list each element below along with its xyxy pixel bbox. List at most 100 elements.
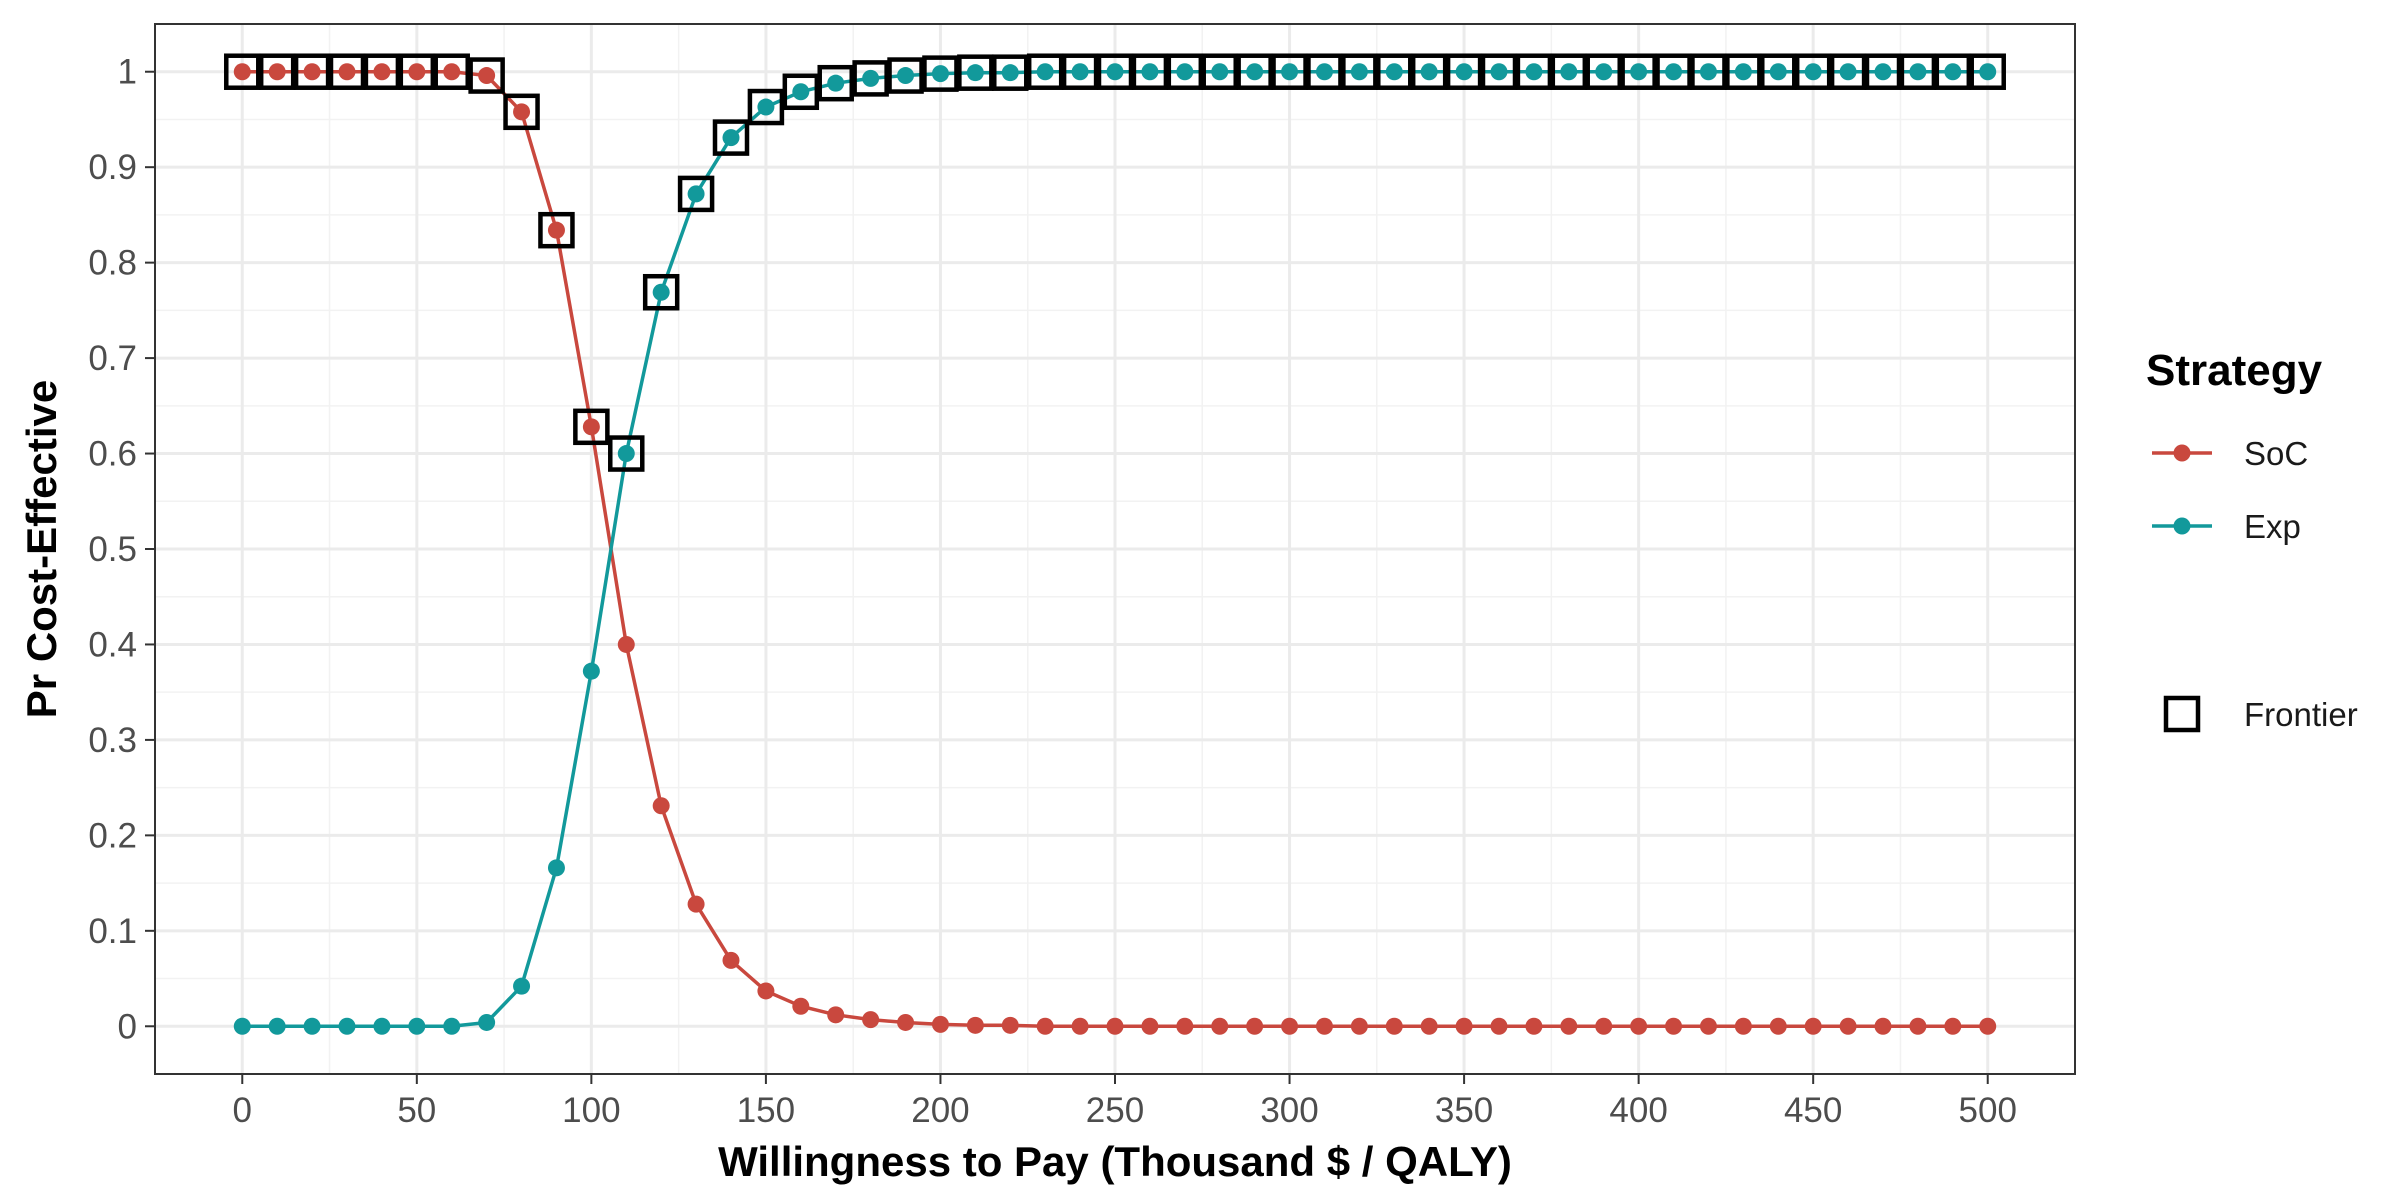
data-point-exp [1909, 63, 1927, 81]
frontier-marker [712, 119, 750, 156]
data-point-exp [1944, 63, 1962, 81]
data-point-exp [1595, 63, 1613, 81]
legend-title: Strategy [2146, 346, 2323, 395]
frontier-marker [503, 93, 540, 131]
x-axis-tick-labels: 0 50 100 150 200 250 300 350 400 450 500 [233, 1091, 2017, 1130]
frontier-marker [1480, 53, 1518, 90]
frontier-marker [1201, 53, 1238, 90]
frontier-marker [1655, 53, 1692, 90]
frontier-marker [677, 175, 715, 213]
frontier-marker [957, 54, 994, 91]
y-tick-label: 0.6 [88, 435, 137, 474]
data-point-soc [1211, 1017, 1229, 1035]
legend-label-exp: Exp [2244, 508, 2301, 545]
data-point-soc [617, 635, 635, 653]
y-tick-label: 0 [118, 1007, 137, 1046]
data-point-exp [1315, 63, 1333, 81]
frontier-marker [887, 57, 924, 94]
frontier-marker [1794, 53, 1832, 90]
frontier-marker [747, 88, 785, 126]
frontier-marker [1829, 53, 1867, 90]
frontier-marker [1690, 53, 1727, 90]
data-point-soc [513, 103, 531, 121]
frontier-marker [1376, 53, 1413, 90]
x-tick-label: 150 [737, 1091, 795, 1130]
y-axis-tick-labels: 0 0.1 0.2 0.3 0.4 0.5 0.6 0.7 0.8 0.9 1 [88, 53, 137, 1047]
data-point-soc [757, 982, 775, 1000]
data-point-exp [931, 65, 949, 83]
data-point-exp [1804, 63, 1822, 81]
x-tick-label: 50 [397, 1091, 436, 1130]
frontier-marker [1550, 53, 1588, 90]
frontier-marker [1306, 53, 1343, 90]
data-point-exp [582, 662, 600, 680]
data-point-soc [652, 797, 670, 815]
data-point-exp [1141, 63, 1159, 81]
data-point-soc [1036, 1017, 1054, 1035]
x-tick-label: 450 [1784, 1091, 1842, 1130]
data-point-exp [1036, 63, 1054, 81]
data-point-soc [1979, 1017, 1997, 1035]
data-point-exp [1071, 63, 1089, 81]
data-point-soc [1909, 1017, 1927, 1035]
data-point-exp [1281, 63, 1299, 81]
y-tick-label: 0.7 [88, 339, 137, 378]
data-point-soc [966, 1016, 984, 1034]
data-point-exp [1490, 63, 1508, 81]
data-point-soc [373, 63, 391, 81]
frontier-marker [433, 53, 470, 90]
series-points [233, 63, 1997, 1035]
x-tick-label: 500 [1959, 1091, 2017, 1130]
data-point-soc [792, 997, 810, 1015]
data-point-exp [1525, 63, 1543, 81]
frontier-marker [258, 53, 296, 90]
frontier-marker [1864, 53, 1902, 90]
data-point-soc [1734, 1017, 1752, 1035]
frontier-marker [922, 55, 959, 92]
data-point-exp [233, 1017, 251, 1035]
frontier-marker [293, 53, 331, 90]
data-point-soc [1246, 1017, 1264, 1035]
y-tick-label: 0.1 [88, 912, 137, 951]
x-tick-label: 250 [1086, 1091, 1144, 1130]
frontier-markers [224, 53, 2006, 472]
x-tick-label: 200 [911, 1091, 969, 1130]
legend-label-soc: SoC [2244, 435, 2308, 472]
frontier-marker [1096, 53, 1134, 90]
frontier-marker [538, 211, 575, 249]
frontier-marker [1445, 53, 1483, 90]
frontier-marker [224, 53, 261, 90]
data-point-exp [547, 859, 565, 877]
data-point-soc [233, 63, 251, 81]
data-point-exp [1455, 63, 1473, 81]
data-point-exp [1385, 63, 1403, 81]
data-point-exp [338, 1017, 356, 1035]
legend: Strategy SoC Exp Frontier [2146, 346, 2358, 733]
frontier-marker [782, 73, 820, 111]
frontier-marker [363, 53, 401, 90]
legend-item-frontier: Frontier [2163, 695, 2358, 733]
data-point-exp [652, 283, 670, 301]
data-point-soc [687, 895, 705, 913]
data-point-exp [268, 1017, 286, 1035]
data-point-soc [1699, 1017, 1717, 1035]
legend-key-frontier-square [2163, 695, 2201, 733]
data-point-exp [1665, 63, 1683, 81]
y-tick-label: 0.8 [88, 244, 137, 283]
legend-key-soc-point [2173, 444, 2191, 462]
y-tick-label: 0.2 [88, 816, 137, 855]
data-point-soc [1106, 1017, 1124, 1035]
data-point-exp [1979, 63, 1997, 81]
data-point-soc [862, 1011, 880, 1029]
data-point-exp [1769, 63, 1787, 81]
frontier-marker [1341, 53, 1378, 90]
data-point-soc [547, 221, 565, 239]
frontier-marker [398, 53, 436, 90]
frontier-marker [817, 64, 854, 102]
data-point-soc [408, 63, 426, 81]
data-point-soc [1001, 1016, 1019, 1034]
data-point-soc [1281, 1017, 1299, 1035]
frontier-marker [468, 57, 505, 94]
legend-item-soc: SoC [2152, 435, 2308, 472]
